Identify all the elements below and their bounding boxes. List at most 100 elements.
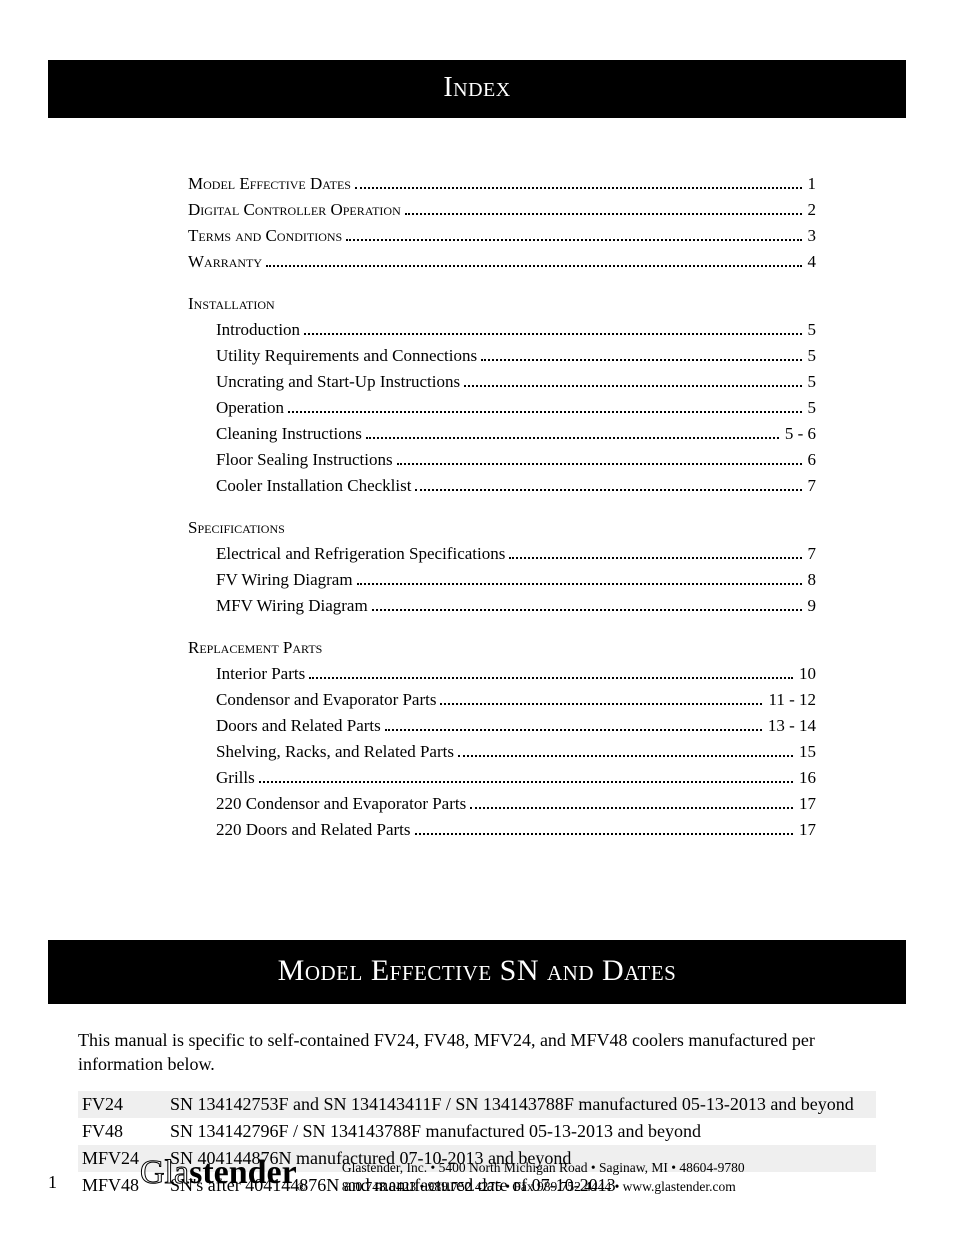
- toc-section-title: Installation: [188, 294, 816, 314]
- toc-label: MFV Wiring Diagram: [216, 596, 368, 616]
- toc-row: Utility Requirements and Connections 5: [216, 342, 816, 366]
- toc-row: Uncrating and Start-Up Instructions 5: [216, 368, 816, 392]
- toc-page-number: 5: [808, 372, 817, 392]
- toc-page-number: 17: [799, 794, 816, 814]
- toc-row: Model Effective Dates 1: [188, 170, 816, 194]
- toc-label: Cleaning Instructions: [216, 424, 362, 444]
- toc-label: Utility Requirements and Connections: [216, 346, 477, 366]
- toc-row: Operation 5: [216, 394, 816, 418]
- toc-label: Cooler Installation Checklist: [216, 476, 411, 496]
- toc-row: MFV Wiring Diagram 9: [216, 592, 816, 616]
- model-desc-cell: SN 134142753F and SN 134143411F / SN 134…: [166, 1091, 876, 1118]
- toc-label: Shelving, Racks, and Related Parts: [216, 742, 454, 762]
- toc-leader-dots: [357, 566, 802, 585]
- toc-page-number: 5: [808, 320, 817, 340]
- toc-row: Digital Controller Operation 2: [188, 196, 816, 220]
- toc-label: Uncrating and Start-Up Instructions: [216, 372, 460, 392]
- model-dates-header-bar: Model Effective SN and Dates: [48, 940, 906, 1004]
- toc-page-number: 2: [808, 200, 817, 220]
- footer-line-2: 800.748.0423 • 989.752.4275 • Fax 989.75…: [342, 1179, 736, 1194]
- toc-leader-dots: [470, 790, 793, 809]
- toc-row: Interior Parts 10: [216, 660, 816, 684]
- toc-label: Introduction: [216, 320, 300, 340]
- toc-leader-dots: [458, 738, 793, 757]
- toc-row: FV Wiring Diagram 8: [216, 566, 816, 590]
- page-number: 1: [48, 1172, 80, 1199]
- table-row: FV24SN 134142753F and SN 134143411F / SN…: [78, 1091, 876, 1118]
- footer-line-1: Glastender, Inc. • 5400 North Michigan R…: [342, 1160, 745, 1175]
- table-of-contents: Model Effective Dates1Digital Controller…: [188, 170, 816, 840]
- toc-leader-dots: [405, 196, 802, 215]
- toc-page-number: 1: [808, 174, 817, 194]
- toc-label: Condensor and Evaporator Parts: [216, 690, 436, 710]
- toc-row: Electrical and Refrigeration Specificati…: [216, 540, 816, 564]
- table-row: FV48SN 134142796F / SN 134143788F manufa…: [78, 1118, 876, 1145]
- toc-page-number: 4: [808, 252, 817, 272]
- toc-leader-dots: [397, 446, 802, 465]
- toc-label: 220 Doors and Related Parts: [216, 820, 411, 840]
- toc-page-number: 9: [808, 596, 817, 616]
- toc-label: Model Effective Dates: [188, 174, 351, 194]
- toc-row: Introduction 5: [216, 316, 816, 340]
- toc-label: Doors and Related Parts: [216, 716, 381, 736]
- model-cell: FV48: [78, 1118, 166, 1145]
- toc-page-number: 7: [808, 476, 817, 496]
- toc-leader-dots: [355, 170, 802, 189]
- toc-leader-dots: [415, 472, 801, 491]
- toc-section-title: Replacement Parts: [188, 638, 816, 658]
- toc-label: Floor Sealing Instructions: [216, 450, 393, 470]
- model-dates-header-text: Model Effective SN and Dates: [278, 954, 677, 987]
- toc-leader-dots: [509, 540, 801, 559]
- toc-section-title: Specifications: [188, 518, 816, 538]
- toc-leader-dots: [266, 248, 801, 267]
- brand-logo: Glastender®: [140, 1154, 306, 1199]
- toc-row: Floor Sealing Instructions 6: [216, 446, 816, 470]
- toc-leader-dots: [309, 660, 793, 679]
- toc-label: FV Wiring Diagram: [216, 570, 353, 590]
- toc-leader-dots: [304, 316, 801, 335]
- footer-contact-text: Glastender, Inc. • 5400 North Michigan R…: [342, 1159, 906, 1199]
- toc-row: Cleaning Instructions 5 - 6: [216, 420, 816, 444]
- toc-leader-dots: [346, 222, 801, 241]
- toc-label: 220 Condensor and Evaporator Parts: [216, 794, 466, 814]
- toc-page-number: 6: [808, 450, 817, 470]
- toc-leader-dots: [464, 368, 801, 387]
- toc-row: 220 Doors and Related Parts17: [216, 816, 816, 840]
- toc-page-number: 5 - 6: [785, 424, 816, 444]
- toc-page-number: 13 - 14: [768, 716, 816, 736]
- toc-page-number: 8: [808, 570, 817, 590]
- model-desc-cell: SN 134142796F / SN 134143788F manufactur…: [166, 1118, 876, 1145]
- model-cell: FV24: [78, 1091, 166, 1118]
- page-footer: 1 Glastender® Glastender, Inc. • 5400 No…: [48, 1154, 906, 1199]
- toc-leader-dots: [440, 686, 762, 705]
- toc-page-number: 5: [808, 398, 817, 418]
- toc-page-number: 15: [799, 742, 816, 762]
- index-header-text: Index: [443, 72, 510, 103]
- toc-page-number: 5: [808, 346, 817, 366]
- logo-solid-part: stender: [189, 1154, 297, 1191]
- toc-row: Shelving, Racks, and Related Parts 15: [216, 738, 816, 762]
- toc-label: Digital Controller Operation: [188, 200, 401, 220]
- toc-leader-dots: [415, 816, 793, 835]
- toc-row: 220 Condensor and Evaporator Parts 17: [216, 790, 816, 814]
- intro-paragraph: This manual is specific to self-containe…: [78, 1028, 876, 1077]
- toc-page-number: 7: [808, 544, 817, 564]
- toc-row: Terms and Conditions3: [188, 222, 816, 246]
- toc-label: Interior Parts: [216, 664, 305, 684]
- toc-leader-dots: [385, 712, 762, 731]
- toc-page-number: 11 - 12: [768, 690, 816, 710]
- toc-label: Grills: [216, 768, 255, 788]
- toc-row: Warranty 4: [188, 248, 816, 272]
- toc-label: Operation: [216, 398, 284, 418]
- toc-label: Warranty: [188, 252, 262, 272]
- toc-label: Electrical and Refrigeration Specificati…: [216, 544, 505, 564]
- toc-page-number: 3: [808, 226, 817, 246]
- toc-leader-dots: [372, 592, 802, 611]
- toc-leader-dots: [481, 342, 801, 361]
- index-header-bar: Index: [48, 60, 906, 118]
- logo-outline-part: Gla: [140, 1154, 189, 1191]
- toc-leader-dots: [288, 394, 802, 413]
- toc-row: Condensor and Evaporator Parts 11 - 12: [216, 686, 816, 710]
- toc-page-number: 10: [799, 664, 816, 684]
- toc-leader-dots: [366, 420, 779, 439]
